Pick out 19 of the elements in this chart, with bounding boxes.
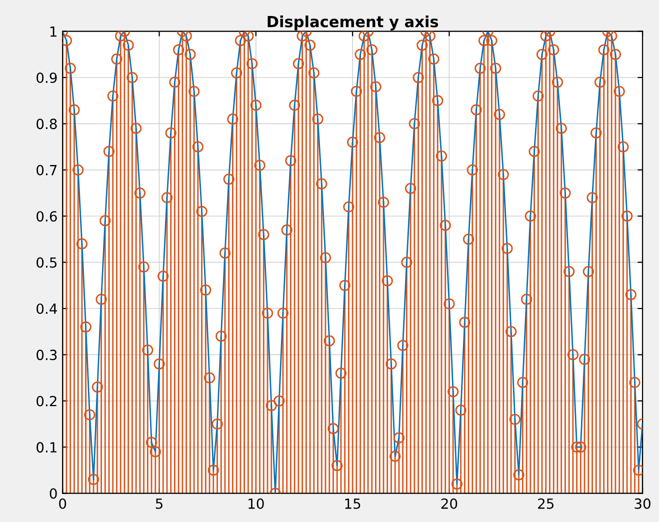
y-tick-label: 0.6 <box>36 211 57 222</box>
y-tick-label: 0.9 <box>36 72 57 83</box>
x-tick-label: 10 <box>248 498 264 509</box>
y-tick-label: 0.7 <box>36 164 57 176</box>
x-tick-label: 15 <box>345 498 360 509</box>
x-tick-label: 25 <box>538 498 554 509</box>
x-tick-label: 0 <box>59 498 66 509</box>
y-tick-label: 0.4 <box>36 303 57 314</box>
y-tick-label: 0.2 <box>36 396 56 406</box>
y-tick-label: 0 <box>50 488 57 499</box>
x-tick-label: 30 <box>634 498 650 509</box>
x-tick-label: 5 <box>156 498 162 509</box>
x-tick-label: 20 <box>441 498 458 509</box>
y-tick-label: 0.1 <box>36 442 56 453</box>
y-tick-label: 0.3 <box>36 350 57 360</box>
y-tick-label: 0.8 <box>36 118 57 130</box>
y-tick-label: 0.5 <box>36 257 57 268</box>
y-tick-label: 1 <box>50 26 56 37</box>
chart-title: Displacement y axis <box>268 16 438 30</box>
